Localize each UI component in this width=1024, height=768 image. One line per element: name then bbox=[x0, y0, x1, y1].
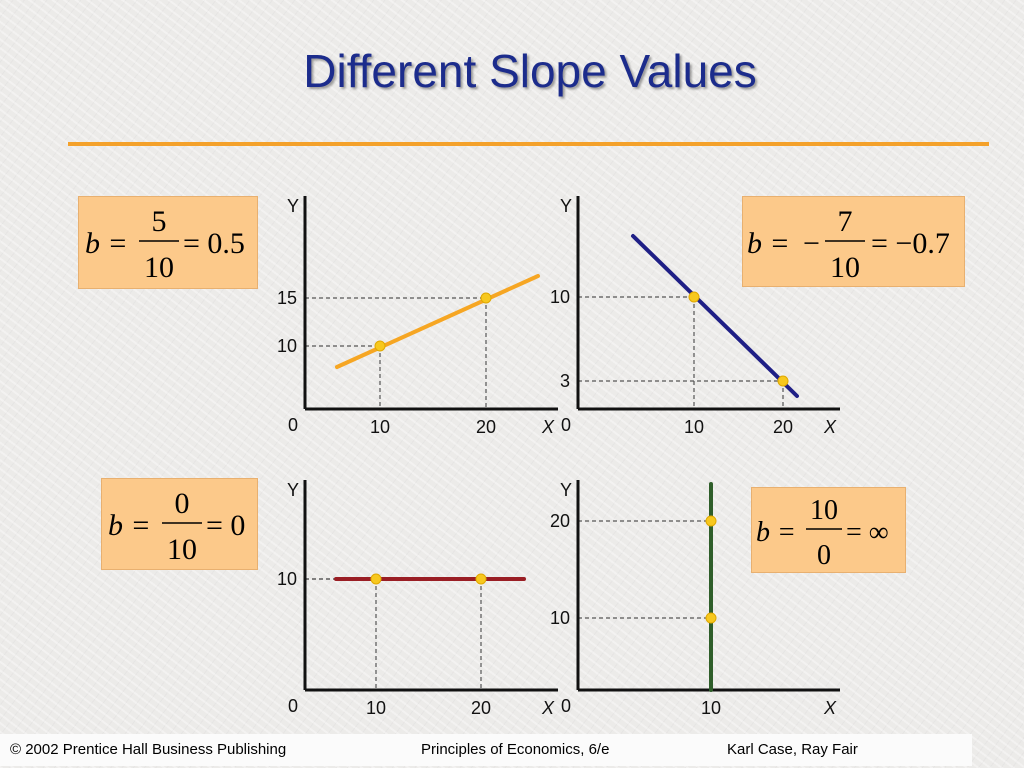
y-axis-label: Y bbox=[560, 196, 572, 216]
data-point bbox=[777, 375, 789, 387]
formula-numerator: 5 bbox=[152, 205, 167, 238]
x-tick-label: 20 bbox=[773, 417, 793, 437]
x-tick-label: 20 bbox=[476, 417, 496, 437]
formula-minus-sign: − bbox=[803, 227, 820, 260]
formula-denominator: 0 bbox=[817, 540, 831, 571]
formula-box-zero-slope: b = 0 10 = 0 bbox=[101, 478, 258, 570]
formula-rhs: = 0 bbox=[206, 509, 245, 542]
formula-numerator: 0 bbox=[175, 487, 190, 520]
y-axis-label: Y bbox=[560, 480, 572, 500]
formula-denominator: 10 bbox=[144, 251, 174, 284]
y-tick-label: 10 bbox=[550, 608, 570, 628]
chart-panel-3: 10 20 10 0 Y X bbox=[277, 480, 558, 718]
y-tick-label: 15 bbox=[277, 288, 297, 308]
x-tick-label: 10 bbox=[370, 417, 390, 437]
x-axis-label: X bbox=[541, 417, 555, 437]
data-point bbox=[374, 340, 386, 352]
y-tick-label: 3 bbox=[560, 371, 570, 391]
formula-denominator: 10 bbox=[830, 251, 860, 284]
data-point bbox=[705, 612, 717, 624]
origin-label: 0 bbox=[288, 696, 298, 716]
y-tick-label: 10 bbox=[277, 336, 297, 356]
formula-numerator: 10 bbox=[810, 495, 838, 526]
origin-label: 0 bbox=[561, 696, 571, 716]
y-tick-label: 10 bbox=[277, 569, 297, 589]
footer-book-title: Principles of Economics, 6/e bbox=[421, 741, 610, 758]
y-axis-label: Y bbox=[287, 196, 299, 216]
x-tick-label: 20 bbox=[471, 698, 491, 718]
page-title: Different Slope Values bbox=[303, 45, 757, 97]
data-point bbox=[475, 573, 487, 585]
formula-box-negative-slope: b = − 7 10 = −0.7 bbox=[742, 196, 965, 287]
x-tick-label: 10 bbox=[701, 698, 721, 718]
slope-line bbox=[335, 274, 540, 369]
formula-lhs: b = bbox=[108, 509, 151, 542]
chart-panel-1: 10 20 10 15 0 Y X bbox=[277, 196, 558, 437]
footer-authors: Karl Case, Ray Fair bbox=[727, 741, 858, 758]
chart-panel-2: 10 20 3 10 0 Y X bbox=[550, 196, 840, 437]
formula-rhs: = ∞ bbox=[846, 517, 889, 548]
title-underline bbox=[68, 142, 989, 146]
origin-label: 0 bbox=[561, 415, 571, 435]
footer-copyright: © 2002 Prentice Hall Business Publishing bbox=[10, 741, 287, 758]
data-point bbox=[370, 573, 382, 585]
x-axis-label: X bbox=[823, 417, 837, 437]
x-axis-label: X bbox=[823, 698, 837, 718]
formula-box-positive-slope: b = 5 10 = 0.5 bbox=[78, 196, 258, 289]
x-tick-label: 10 bbox=[684, 417, 704, 437]
data-point bbox=[480, 292, 492, 304]
slope-line bbox=[631, 234, 799, 398]
x-axis-label: X bbox=[541, 698, 555, 718]
y-tick-label: 10 bbox=[550, 287, 570, 307]
formula-rhs: = 0.5 bbox=[183, 227, 245, 260]
footer: © 2002 Prentice Hall Business Publishing… bbox=[0, 734, 972, 766]
data-point bbox=[705, 515, 717, 527]
x-tick-label: 10 bbox=[366, 698, 386, 718]
formula-lhs: b = bbox=[756, 517, 796, 548]
origin-label: 0 bbox=[288, 415, 298, 435]
formula-lhs: b = bbox=[85, 227, 128, 260]
chart-panel-4: 10 10 20 0 Y X bbox=[550, 480, 840, 718]
y-tick-label: 20 bbox=[550, 511, 570, 531]
formula-box-infinite-slope: b = 10 0 = ∞ bbox=[751, 487, 906, 573]
y-axis-label: Y bbox=[287, 480, 299, 500]
formula-lhs: b = bbox=[747, 227, 790, 260]
formula-denominator: 10 bbox=[167, 533, 197, 566]
formula-numerator: 7 bbox=[838, 205, 853, 238]
formula-rhs: = −0.7 bbox=[871, 227, 950, 260]
data-point bbox=[688, 291, 700, 303]
